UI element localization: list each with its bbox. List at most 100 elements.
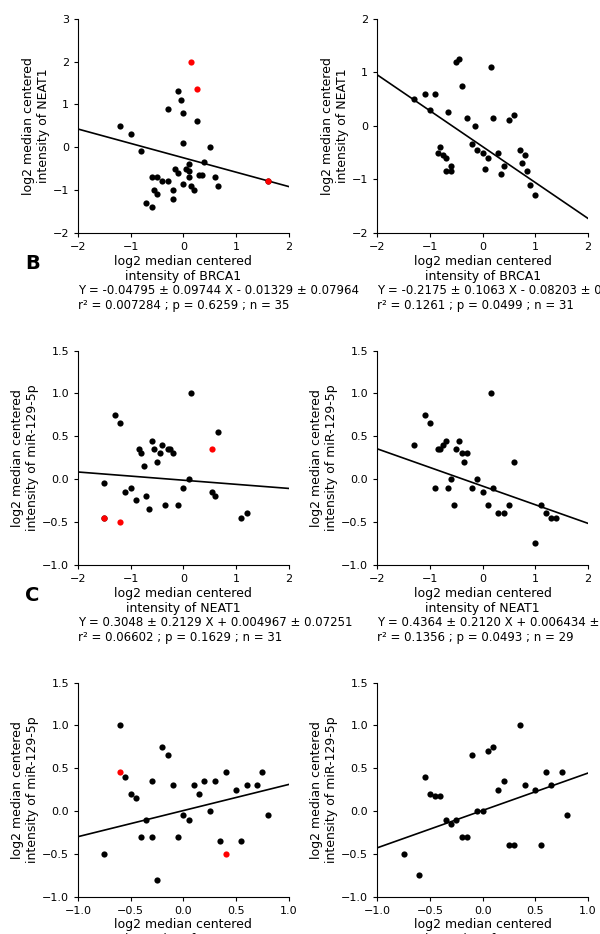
Point bbox=[446, 472, 456, 487]
Text: Y = 0.3048 ± 0.2129 X + 0.004967 ± 0.07251
r² = 0.06602 ; p = 0.1629 ; n = 31: Y = 0.3048 ± 0.2129 X + 0.004967 ± 0.072… bbox=[78, 616, 353, 644]
Point bbox=[184, 472, 193, 487]
Point bbox=[139, 459, 149, 474]
Point bbox=[486, 386, 496, 401]
Point bbox=[147, 433, 157, 448]
Point bbox=[200, 773, 209, 788]
Y-axis label: log2 median centered
intensity of miR-129-5p: log2 median centered intensity of miR-12… bbox=[310, 716, 338, 863]
Point bbox=[253, 778, 262, 793]
Y-axis label: log2 median centered
intensity of NEAT1: log2 median centered intensity of NEAT1 bbox=[321, 57, 349, 194]
Point bbox=[454, 51, 464, 66]
Point bbox=[100, 846, 109, 861]
Point bbox=[163, 101, 172, 116]
Point bbox=[189, 182, 199, 197]
Point bbox=[213, 424, 223, 439]
Point bbox=[460, 455, 469, 470]
Y-axis label: log2 median centered
intensity of miR-129-5p: log2 median centered intensity of miR-12… bbox=[310, 385, 338, 531]
Point bbox=[208, 485, 217, 500]
Point bbox=[541, 506, 551, 521]
Point bbox=[446, 163, 456, 178]
Point bbox=[436, 789, 445, 804]
Point bbox=[157, 174, 167, 189]
Point bbox=[478, 803, 487, 818]
Point bbox=[168, 191, 178, 206]
Point bbox=[168, 182, 178, 197]
Point bbox=[189, 778, 199, 793]
Point bbox=[115, 515, 125, 530]
Point bbox=[221, 846, 230, 861]
Point bbox=[430, 789, 440, 804]
Point bbox=[547, 778, 556, 793]
Point bbox=[100, 510, 109, 525]
Point bbox=[425, 416, 435, 431]
Text: Y = 0.4364 ± 0.2120 X + 0.006434 ± 0.07158
r² = 0.1356 ; p = 0.0493 ; n = 29: Y = 0.4364 ± 0.2120 X + 0.006434 ± 0.071… bbox=[377, 616, 600, 644]
Point bbox=[430, 480, 440, 495]
Point bbox=[147, 773, 157, 788]
Point bbox=[520, 148, 530, 163]
Point bbox=[100, 476, 109, 491]
Point bbox=[517, 156, 527, 171]
Point bbox=[173, 165, 183, 180]
Point bbox=[179, 135, 188, 150]
Point bbox=[441, 812, 451, 827]
Point bbox=[231, 782, 241, 797]
Point bbox=[173, 829, 183, 844]
Point bbox=[536, 838, 545, 853]
Point bbox=[136, 446, 146, 460]
Point bbox=[213, 178, 223, 193]
Point bbox=[142, 488, 151, 503]
Point bbox=[441, 433, 451, 448]
Point bbox=[525, 177, 535, 192]
Point bbox=[168, 778, 178, 793]
Point bbox=[420, 407, 430, 422]
Point bbox=[152, 187, 162, 202]
Point bbox=[551, 510, 561, 525]
Point bbox=[121, 485, 130, 500]
Text: B: B bbox=[25, 254, 40, 274]
X-axis label: log2 median centered
intensity of NEAT1: log2 median centered intensity of NEAT1 bbox=[115, 587, 253, 615]
Point bbox=[184, 170, 193, 185]
Point bbox=[149, 442, 159, 457]
Point bbox=[499, 773, 509, 788]
Point bbox=[168, 446, 178, 460]
Point bbox=[179, 480, 188, 495]
Point bbox=[499, 159, 509, 174]
Point bbox=[197, 167, 206, 182]
Point bbox=[166, 442, 175, 457]
Point bbox=[121, 770, 130, 785]
Y-axis label: log2 median centered
intensity of NEAT1: log2 median centered intensity of NEAT1 bbox=[22, 57, 50, 194]
Point bbox=[187, 386, 196, 401]
Point bbox=[504, 497, 514, 512]
Point bbox=[486, 60, 496, 75]
Point bbox=[200, 155, 209, 170]
X-axis label: log2 median centered
intensity of BRCA1: log2 median centered intensity of BRCA1 bbox=[413, 255, 551, 283]
Point bbox=[142, 812, 151, 827]
Point bbox=[494, 782, 503, 797]
X-axis label: log2 median centered
intensity of BRCA1: log2 median centered intensity of BRCA1 bbox=[413, 918, 551, 934]
Point bbox=[115, 718, 125, 733]
Point bbox=[179, 177, 188, 191]
Point bbox=[210, 170, 220, 185]
Point bbox=[263, 174, 272, 189]
Point bbox=[483, 150, 493, 165]
Point bbox=[176, 92, 185, 107]
Point bbox=[184, 157, 193, 172]
Point bbox=[236, 510, 246, 525]
Point bbox=[221, 765, 230, 780]
Point bbox=[131, 493, 141, 508]
Point bbox=[115, 119, 125, 134]
Point bbox=[439, 437, 448, 452]
Point bbox=[473, 803, 482, 818]
Point bbox=[210, 488, 220, 503]
Point bbox=[443, 480, 453, 495]
Point bbox=[110, 407, 119, 422]
Point bbox=[504, 113, 514, 128]
Point bbox=[481, 161, 490, 176]
Point bbox=[443, 105, 453, 120]
Point bbox=[433, 442, 443, 457]
Point bbox=[451, 442, 461, 457]
Point bbox=[115, 416, 125, 431]
Point bbox=[499, 506, 509, 521]
Point bbox=[152, 455, 162, 470]
Point bbox=[126, 480, 136, 495]
Point bbox=[194, 786, 204, 801]
